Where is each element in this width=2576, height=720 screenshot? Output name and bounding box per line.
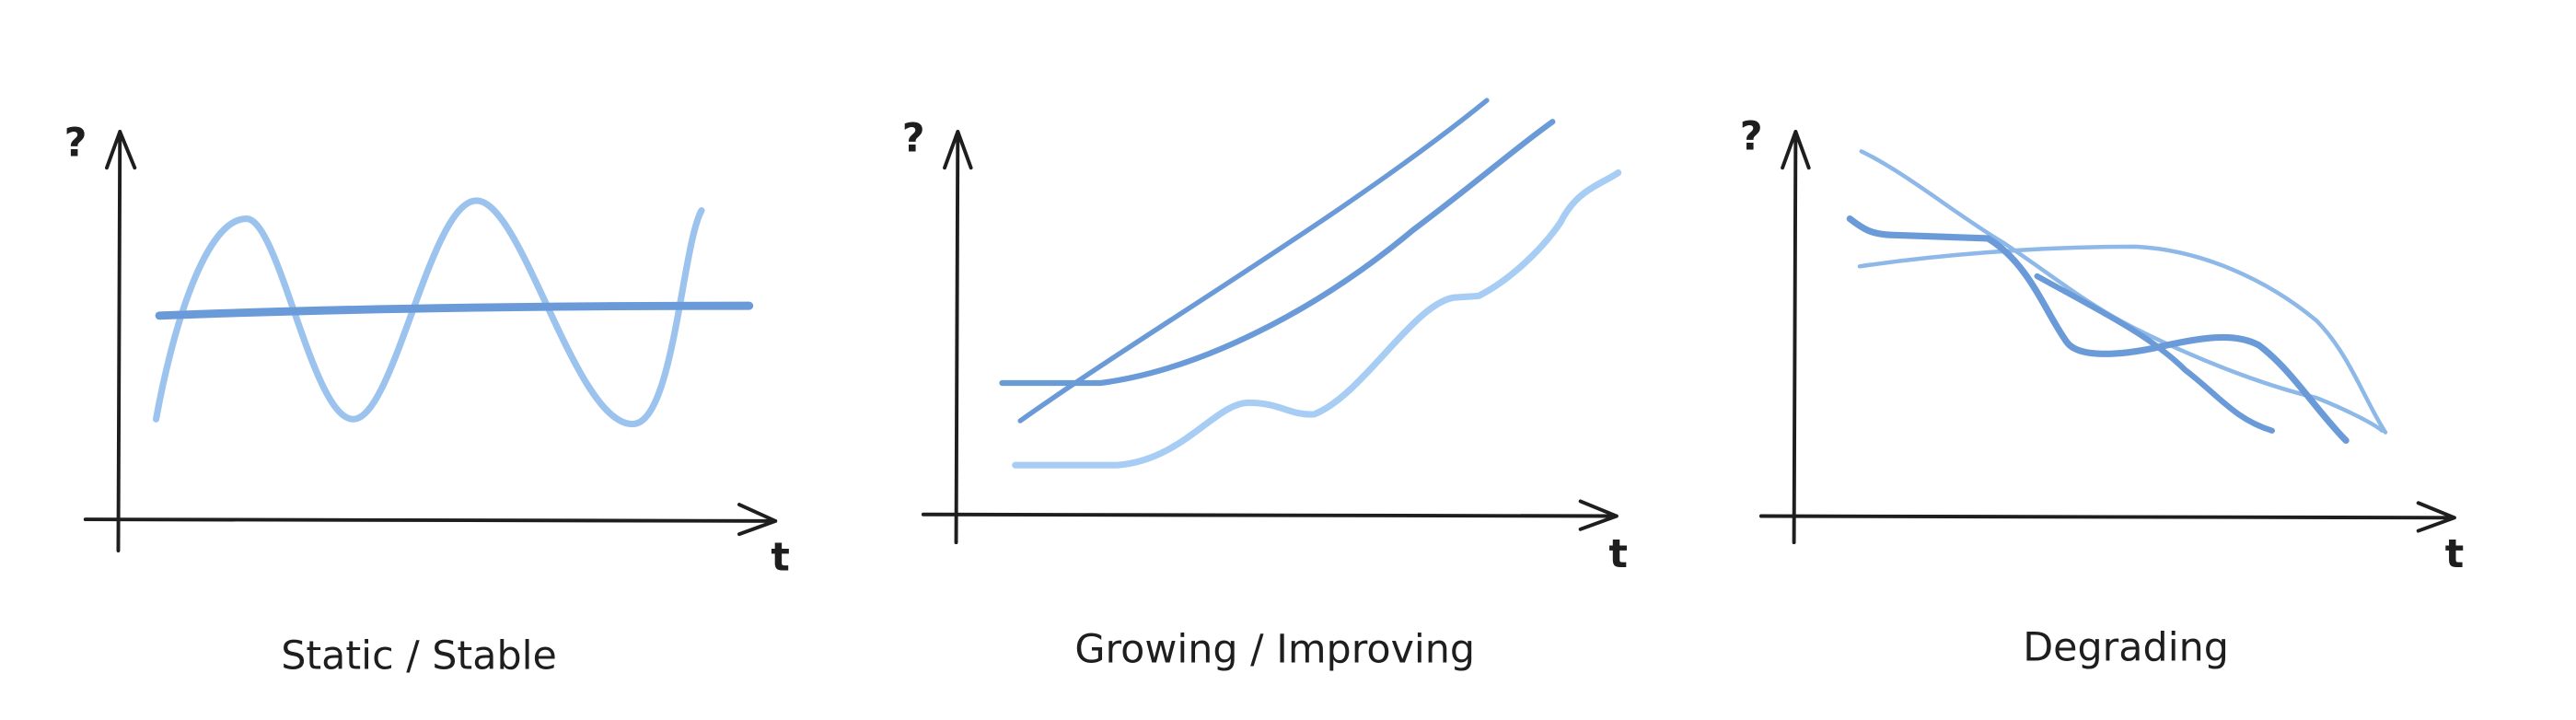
y-label: ? bbox=[64, 121, 87, 167]
caption: Degrading bbox=[2023, 625, 2229, 671]
x-label: t bbox=[1608, 531, 1627, 577]
y-label: ? bbox=[1740, 114, 1763, 160]
y-axis bbox=[1781, 130, 1811, 545]
x-label: t bbox=[771, 534, 789, 580]
x-label: t bbox=[2445, 531, 2464, 577]
caption: Growing / Improving bbox=[1074, 626, 1475, 672]
y-axis bbox=[943, 130, 973, 545]
curve bbox=[2034, 273, 2276, 434]
y-axis bbox=[105, 130, 137, 552]
curve bbox=[999, 119, 1556, 387]
x-axis bbox=[921, 499, 1619, 531]
curve bbox=[155, 301, 754, 320]
curve bbox=[1012, 169, 1622, 469]
y-label: ? bbox=[902, 115, 925, 161]
caption: Static / Stable bbox=[281, 633, 557, 679]
x-axis bbox=[1758, 501, 2456, 533]
curve bbox=[1846, 215, 2350, 445]
curve bbox=[1017, 98, 1490, 424]
panel: ? t Static / Stable bbox=[64, 121, 790, 679]
panel: ? t Growing / Improving bbox=[902, 98, 1628, 672]
curve bbox=[1857, 244, 2388, 435]
x-axis bbox=[83, 503, 778, 537]
curve bbox=[152, 197, 705, 428]
panel: ? t Degrading bbox=[1740, 114, 2464, 671]
